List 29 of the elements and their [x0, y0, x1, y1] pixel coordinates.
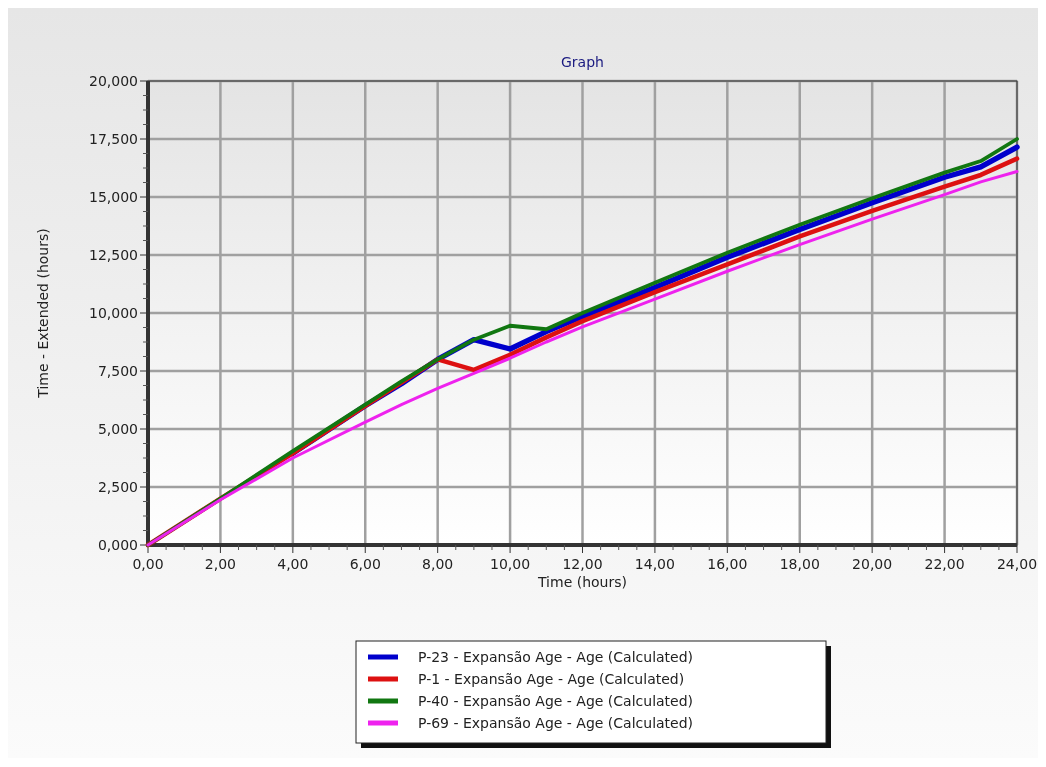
x-tick-label: 24,00: [996, 556, 1038, 572]
y-tick-label: 15,000: [89, 189, 138, 205]
y-tick-label: 10,000: [89, 305, 138, 321]
x-tick-label: 8,00: [422, 556, 454, 572]
x-tick-label: 6,00: [349, 556, 381, 572]
y-axis-title: Time - Extended (hours): [35, 228, 51, 399]
chart-title: Graph: [561, 54, 604, 70]
x-tick-label: 14,00: [634, 556, 675, 572]
x-tick-label: 22,00: [924, 556, 965, 572]
x-tick-label: 18,00: [779, 556, 820, 572]
x-tick-label: 12,00: [562, 556, 603, 572]
x-tick-label: 20,00: [852, 556, 893, 572]
y-tick-label: 17,500: [89, 131, 138, 147]
y-tick-label: 20,000: [89, 73, 138, 89]
y-tick-label: 2,500: [97, 479, 138, 495]
legend-label: P-1 - Expansão Age - Age (Calculated): [418, 671, 685, 687]
legend-label: P-40 - Expansão Age - Age (Calculated): [418, 693, 694, 709]
x-tick-label: 10,00: [490, 556, 531, 572]
y-tick-label: 0,000: [97, 537, 138, 553]
y-tick-label: 12,500: [89, 247, 138, 263]
x-tick-label: 16,00: [707, 556, 748, 572]
x-tick-label: 2,00: [204, 556, 236, 572]
y-tick-label: 7,500: [97, 363, 138, 379]
x-tick-label: 0,00: [132, 556, 164, 572]
x-tick-label: 4,00: [277, 556, 309, 572]
legend-label: P-69 - Expansão Age - Age (Calculated): [418, 715, 694, 731]
legend-label: P-23 - Expansão Age - Age (Calculated): [418, 649, 694, 665]
x-axis-title: Time (hours): [537, 574, 627, 590]
y-tick-label: 5,000: [97, 421, 138, 437]
